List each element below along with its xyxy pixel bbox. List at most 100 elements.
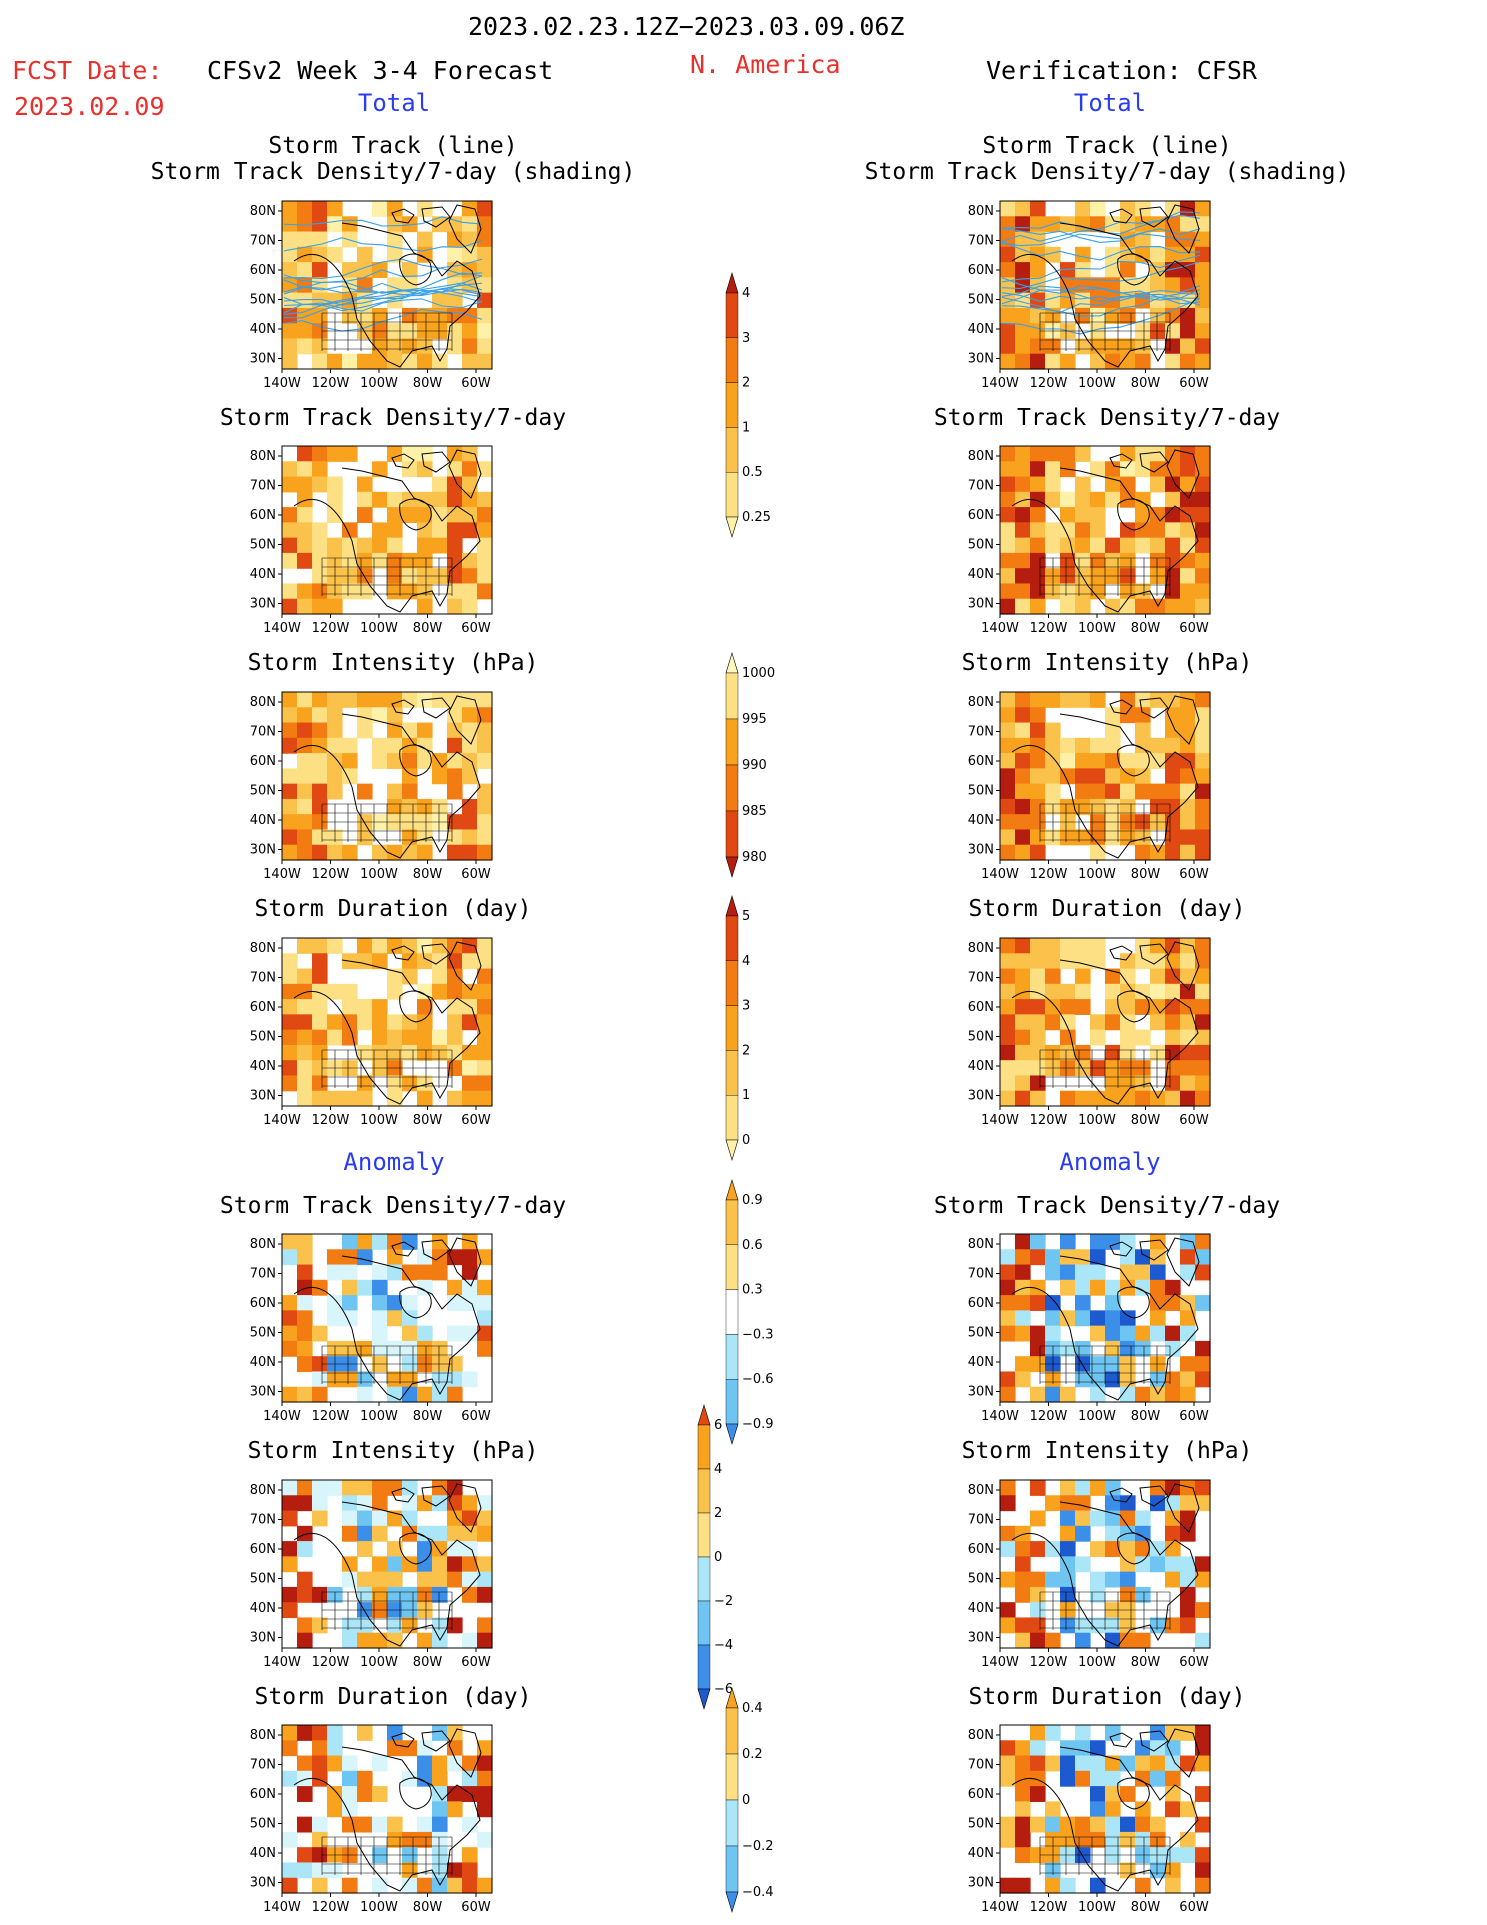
lat-label: 80N: [968, 449, 994, 464]
map-left-track: 80N 70N 60N 50N 40N 30N 140W 120W 100W 80W 60W: [250, 200, 493, 391]
colorbar-density-total: 4 3 2 1 0.5 0.25: [725, 271, 771, 539]
lon-label: 60W: [1179, 1655, 1209, 1670]
lat-label: 80N: [968, 941, 994, 956]
title-right-anom-intensity: Storm Intensity (hPa): [961, 1438, 1253, 1464]
section-anomaly-right: Anomaly: [1059, 1148, 1161, 1176]
colorbar-tick-label: 3: [742, 999, 750, 1014]
lon-label: 80W: [1131, 1409, 1161, 1424]
fcst-date-value: 2023.02.09: [14, 92, 165, 121]
colorbar-tick-label: −0.4: [742, 1885, 774, 1900]
map-right-track: 80N 70N 60N 50N 40N 30N 140W 120W 100W 80W 60W: [968, 200, 1211, 391]
colorbar-tick-label: 0: [742, 1793, 750, 1808]
colorbar-tick-label: −0.3: [742, 1327, 774, 1342]
lat-label: 40N: [250, 1846, 276, 1861]
lon-label: 140W: [263, 867, 301, 882]
lon-label: 140W: [981, 621, 1019, 636]
lon-label: 120W: [1030, 1655, 1068, 1670]
lat-label: 70N: [968, 1513, 994, 1528]
lon-label: 60W: [1179, 1409, 1209, 1424]
colorbar-duration-anom: 0.4 0.2 0 −0.2 −0.4: [725, 1686, 774, 1914]
title-right-track-line: Storm Track (line): [982, 133, 1232, 159]
model-title: CFSv2 Week 3-4 Forecast: [207, 56, 554, 85]
lat-label: 60N: [968, 1787, 994, 1802]
lat-label: 60N: [968, 1296, 994, 1311]
lat-label: 80N: [250, 1728, 276, 1743]
lat-label: 70N: [250, 1267, 276, 1282]
lat-label: 70N: [250, 479, 276, 494]
lat-label: 40N: [968, 567, 994, 582]
lon-label: 120W: [1030, 376, 1068, 391]
lon-label: 100W: [1078, 1900, 1116, 1915]
lat-label: 50N: [250, 1572, 276, 1587]
lon-label: 80W: [1131, 376, 1161, 391]
lon-label: 60W: [461, 1900, 491, 1915]
colorbar-tick-label: 1000: [742, 666, 775, 681]
colorbar-tick-label: 0.5: [742, 465, 763, 480]
lon-label: 100W: [360, 1900, 398, 1915]
lat-label: 30N: [250, 1089, 276, 1104]
colorbar-tick-label: 4: [742, 286, 750, 301]
lon-label: 60W: [461, 621, 491, 636]
lat-label: 70N: [250, 725, 276, 740]
lat-label: 40N: [250, 322, 276, 337]
lat-label: 60N: [250, 754, 276, 769]
lat-label: 80N: [968, 695, 994, 710]
region-label: N. America: [690, 50, 841, 79]
lon-label: 100W: [1078, 1113, 1116, 1128]
colorbar-tick-label: 6: [714, 1418, 722, 1433]
date-range-title: 2023.02.23.12Z−2023.03.09.06Z: [468, 12, 905, 41]
lon-label: 80W: [413, 1900, 443, 1915]
map-right-intensity: 80N 70N 60N 50N 40N 30N 140W 120W 100W 80W 60W: [968, 691, 1211, 882]
lon-label: 140W: [263, 1409, 301, 1424]
lon-label: 100W: [360, 1113, 398, 1128]
lat-label: 40N: [250, 1355, 276, 1370]
map-left-duration: 80N 70N 60N 50N 40N 30N 140W 120W 100W 80W 60W: [250, 937, 493, 1128]
colorbar-tick-label: −2: [714, 1594, 733, 1609]
lat-label: 70N: [968, 971, 994, 986]
lat-label: 40N: [968, 1059, 994, 1074]
lon-label: 80W: [413, 1113, 443, 1128]
map-left-anom-duration: 80N 70N 60N 50N 40N 30N 140W 120W 100W 80W 60W: [250, 1724, 493, 1915]
title-left-track-shading: Storm Track Density/7-day (shading): [150, 159, 636, 185]
lon-label: 60W: [1179, 621, 1209, 636]
lat-label: 70N: [250, 1758, 276, 1773]
lat-label: 70N: [968, 1267, 994, 1282]
lat-label: 40N: [968, 1601, 994, 1616]
lon-label: 120W: [1030, 1113, 1068, 1128]
map-left-anom-intensity: 80N 70N 60N 50N 40N 30N 140W 120W 100W 80W 60W: [250, 1479, 493, 1670]
colorbar-duration-total: 5 4 3 2 1 0: [725, 894, 750, 1162]
lat-label: 50N: [968, 538, 994, 553]
lon-label: 100W: [360, 1655, 398, 1670]
lat-label: 60N: [250, 1542, 276, 1557]
colorbar-tick-label: −4: [714, 1638, 733, 1653]
colorbar-tick-label: 1: [742, 1088, 750, 1103]
lat-label: 60N: [968, 263, 994, 278]
lat-label: 70N: [968, 234, 994, 249]
colorbar-tick-label: 0.25: [742, 510, 771, 525]
lat-label: 40N: [250, 1601, 276, 1616]
colorbar-tick-label: 0.3: [742, 1283, 763, 1298]
colorbar-tick-label: 995: [742, 712, 767, 727]
lon-label: 100W: [360, 1409, 398, 1424]
lon-label: 120W: [312, 1409, 350, 1424]
title-left-anom-duration: Storm Duration (day): [254, 1684, 532, 1710]
lon-label: 60W: [1179, 867, 1209, 882]
lat-label: 40N: [968, 813, 994, 828]
lon-label: 80W: [1131, 867, 1161, 882]
lon-label: 140W: [263, 1655, 301, 1670]
colorbar-tick-label: 990: [742, 758, 767, 773]
lat-label: 30N: [968, 1876, 994, 1891]
lon-label: 60W: [461, 1113, 491, 1128]
lat-label: 30N: [968, 352, 994, 367]
lon-label: 120W: [1030, 1900, 1068, 1915]
lat-label: 80N: [250, 941, 276, 956]
lon-label: 80W: [1131, 1900, 1161, 1915]
lat-label: 30N: [250, 1385, 276, 1400]
lon-label: 80W: [413, 621, 443, 636]
lon-label: 80W: [413, 867, 443, 882]
lat-label: 80N: [968, 1237, 994, 1252]
map-right-anom-duration: 80N 70N 60N 50N 40N 30N 140W 120W 100W 80W 60W: [968, 1724, 1211, 1915]
fcst-date-label: FCST Date:: [12, 56, 163, 85]
lon-label: 120W: [312, 1113, 350, 1128]
lon-label: 60W: [461, 867, 491, 882]
